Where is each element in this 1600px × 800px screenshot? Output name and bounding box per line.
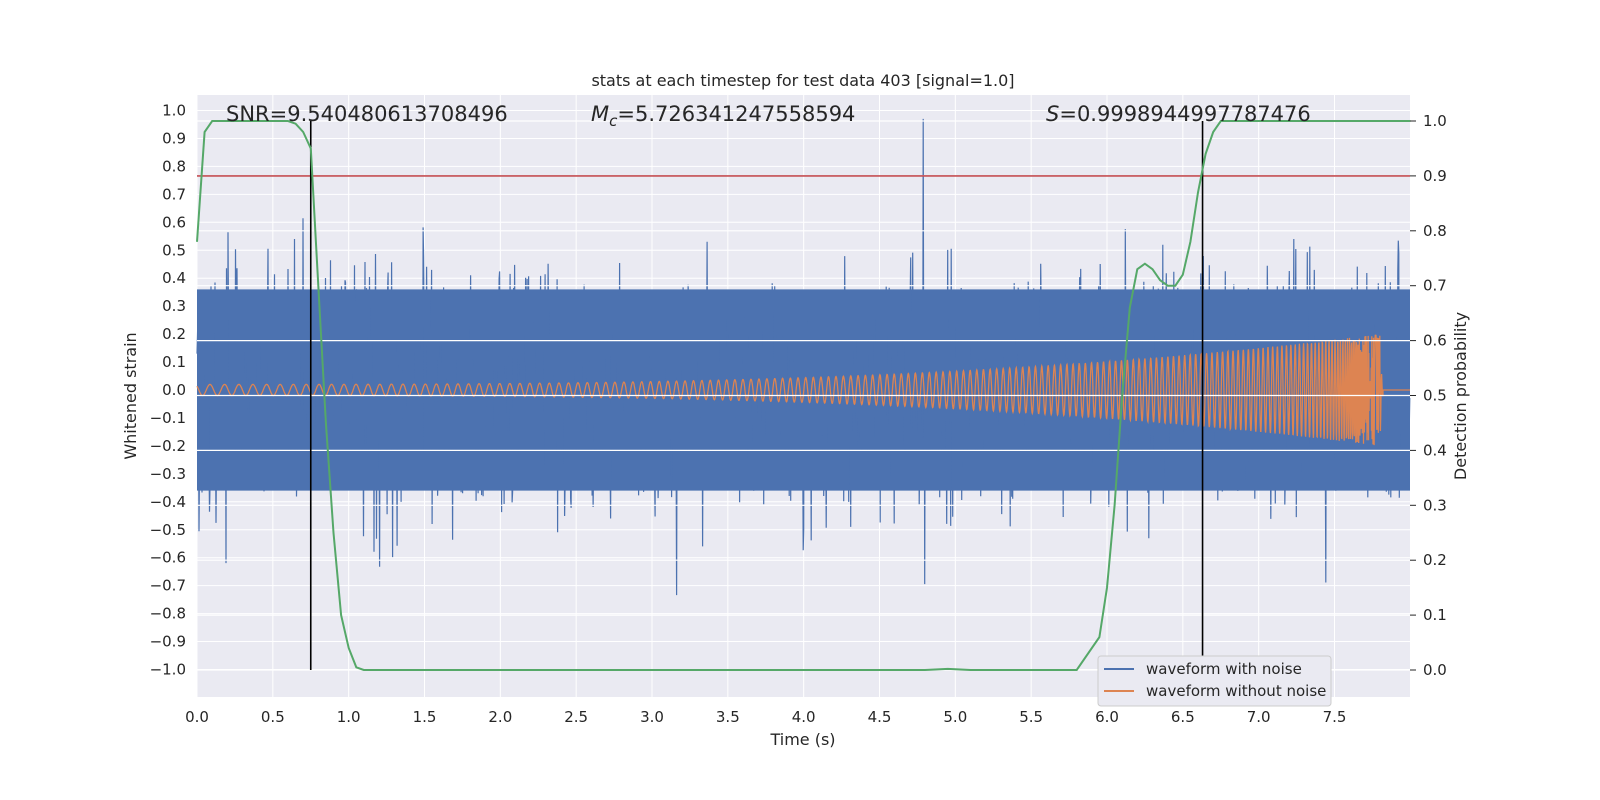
- legend-label-noise: waveform with noise: [1146, 660, 1302, 678]
- y2-tick-label: 0.0: [1423, 661, 1447, 679]
- score-annotation: S=0.9998944997787476: [1046, 102, 1311, 126]
- series-waveform-without-noise: [196, 334, 1410, 446]
- y2-tick-label: 1.0: [1423, 112, 1447, 130]
- y-tick-label: −0.8: [150, 605, 186, 623]
- y-tick-label: 0.3: [162, 297, 186, 315]
- y2-tick-label: 0.2: [1423, 551, 1447, 569]
- y2-tick-label: 0.3: [1423, 496, 1447, 514]
- y2-axis-title: Detection probability: [1451, 312, 1470, 480]
- x-tick-label: 1.5: [413, 708, 437, 726]
- y-tick-label: −0.2: [150, 437, 186, 455]
- y-tick-label: 0.0: [162, 381, 186, 399]
- y2-tick-label: 0.6: [1423, 332, 1447, 350]
- x-tick-label: 0.5: [261, 708, 285, 726]
- x-tick-label: 1.0: [337, 708, 361, 726]
- x-tick-label: 3.0: [640, 708, 664, 726]
- x-tick-label: 7.0: [1247, 708, 1271, 726]
- marker-lines: [309, 121, 1204, 670]
- x-tick-label: 2.5: [564, 708, 588, 726]
- chirp-trace: [196, 334, 1410, 446]
- y-tick-label: −0.4: [150, 493, 186, 511]
- x-axis-title: Time (s): [769, 730, 835, 749]
- y-tick-label: −0.3: [150, 465, 186, 483]
- chirp-mass-subscript: c: [609, 112, 618, 130]
- chart-title: stats at each timestep for test data 403…: [591, 71, 1014, 90]
- y-tick-label: −0.7: [150, 577, 186, 595]
- legend: waveform with noise waveform without noi…: [1097, 655, 1332, 707]
- y-tick-label: 0.6: [162, 213, 186, 231]
- y2-tick-label: 0.8: [1423, 222, 1447, 240]
- y-axis-ticks: 1.0 0.9 0.8 0.7 0.6 0.5 0.4 0.3 0.2 0.1 0.0 −0.1 −0.…: [150, 102, 186, 679]
- x-tick-label: 4.0: [792, 708, 816, 726]
- y2-tick-label: 0.4: [1423, 441, 1447, 459]
- series-detection-probability: [196, 120, 1411, 671]
- y-tick-label: 0.9: [162, 129, 186, 147]
- score-symbol: S: [1046, 102, 1059, 126]
- y-tick-label: −1.0: [150, 661, 186, 679]
- y-axis-title: Whitened strain: [121, 332, 140, 459]
- legend-label-clean: waveform without noise: [1146, 682, 1326, 700]
- y-tick-label: −0.9: [150, 633, 186, 651]
- y-tick-label: 0.7: [162, 185, 186, 203]
- y2-tick-label: 0.1: [1423, 606, 1447, 624]
- y2-tick-label: 0.5: [1423, 387, 1447, 405]
- chirp-mass-value: =5.726341247558594: [617, 102, 855, 126]
- legend-box: [1097, 655, 1332, 707]
- y-tick-label: 0.4: [162, 269, 186, 287]
- y-tick-label: 1.0: [162, 102, 186, 120]
- snr-annotation: SNR=9.540480613708496: [226, 102, 508, 126]
- x-tick-label: 4.5: [868, 708, 892, 726]
- score-value: =0.9998944997787476: [1059, 102, 1310, 126]
- y-tick-label: 0.2: [162, 325, 186, 343]
- x-tick-label: 7.5: [1323, 708, 1347, 726]
- x-axis-ticks: 0.0 0.5 1.0 1.5 2.0 2.5 3.0 3.5 4.0 4.5 5.0 5.5 6.0 6…: [185, 708, 1346, 726]
- x-tick-label: 3.5: [716, 708, 740, 726]
- chirp-mass-symbol: M: [591, 102, 609, 126]
- y2-tick-label: 0.9: [1423, 167, 1447, 185]
- probability-line: [196, 120, 1411, 671]
- y-tick-label: −0.6: [150, 549, 186, 567]
- y2-tick-label: 0.7: [1423, 277, 1447, 295]
- chirp-mass-annotation: Mc=5.726341247558594: [591, 102, 855, 130]
- y-tick-label: 0.1: [162, 353, 186, 371]
- y-tick-label: 0.5: [162, 241, 186, 259]
- noise-trace: [196, 118, 1411, 596]
- y-tick-label: −0.1: [150, 409, 186, 427]
- x-tick-label: 6.0: [1095, 708, 1119, 726]
- y-tick-label: 0.8: [162, 157, 186, 175]
- x-tick-label: 0.0: [185, 708, 209, 726]
- y-tick-label: −0.5: [150, 521, 186, 539]
- x-tick-label: 5.0: [943, 708, 967, 726]
- x-tick-label: 2.0: [488, 708, 512, 726]
- x-tick-label: 6.5: [1171, 708, 1195, 726]
- y2-axis-ticks: 1.0 0.9 0.8 0.7 0.6 0.5 0.4 0.3 0.2 0.1 0.0: [1410, 112, 1447, 679]
- x-tick-label: 5.5: [1019, 708, 1043, 726]
